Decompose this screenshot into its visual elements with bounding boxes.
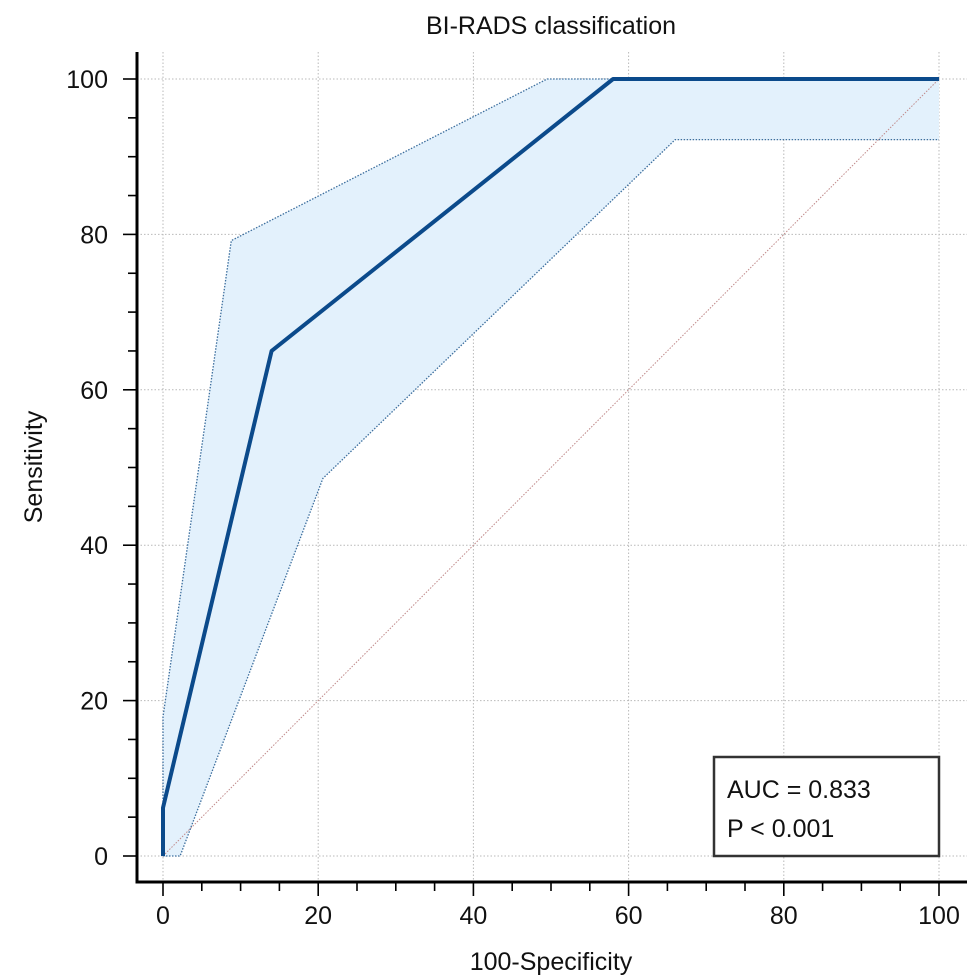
x-axis-label: 100-Specificity [470, 948, 633, 976]
chart-title: BI-RADS classification [426, 12, 676, 40]
x-tick-label: 40 [459, 902, 487, 930]
y-tick-label: 60 [80, 377, 108, 405]
auc-value: AUC = 0.833 [727, 776, 871, 804]
y-axis-label: Sensitivity [20, 410, 48, 523]
ci-lower-line [163, 138, 939, 857]
p-value: P < 0.001 [727, 815, 834, 843]
y-tick-label: 40 [80, 532, 108, 560]
y-tick-label: 100 [66, 66, 108, 94]
x-tick-label: 80 [770, 902, 798, 930]
y-tick-label: 20 [80, 688, 108, 716]
y-tick-label: 80 [80, 221, 108, 249]
auc-legend-box: AUC = 0.833 P < 0.001 [712, 755, 941, 858]
tick-labels: 0 20 40 60 80 100 0 20 40 60 80 100 [66, 66, 960, 930]
x-tick-label: 20 [304, 902, 332, 930]
y-tick-label: 0 [94, 843, 108, 871]
axes-layer [123, 52, 967, 896]
confidence-band [163, 79, 939, 856]
roc-curve [161, 77, 939, 856]
reference-diagonal [162, 78, 940, 857]
x-tick-label: 100 [918, 902, 960, 930]
x-tick-label: 0 [156, 902, 170, 930]
x-tick-label: 60 [615, 902, 643, 930]
